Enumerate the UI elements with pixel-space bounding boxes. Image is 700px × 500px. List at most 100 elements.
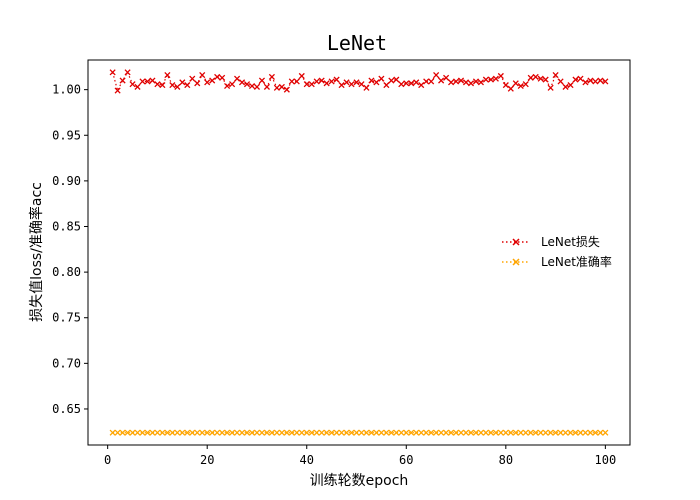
y-tick-label: 1.00 xyxy=(52,83,81,97)
data-point xyxy=(114,429,121,436)
data-point xyxy=(204,79,211,86)
data-point xyxy=(517,429,524,436)
data-point xyxy=(542,76,549,83)
data-point xyxy=(477,429,484,436)
data-point xyxy=(303,429,310,436)
data-point xyxy=(278,429,285,436)
y-tick-label: 0.95 xyxy=(52,128,81,142)
data-point xyxy=(423,78,430,85)
data-point xyxy=(343,429,350,436)
data-point xyxy=(174,429,181,436)
data-point xyxy=(318,429,325,436)
data-point xyxy=(219,429,226,436)
data-point xyxy=(363,429,370,436)
data-point xyxy=(472,78,480,85)
data-point xyxy=(443,429,450,436)
data-point xyxy=(263,83,270,90)
data-point xyxy=(413,79,420,86)
data-point xyxy=(278,83,285,90)
data-point xyxy=(179,429,186,436)
data-point xyxy=(229,429,236,436)
data-point xyxy=(522,81,529,88)
legend-label-acc: LeNet准确率 xyxy=(541,254,612,269)
data-point xyxy=(234,429,241,436)
data-point xyxy=(144,429,151,436)
data-point xyxy=(293,78,300,85)
data-point xyxy=(199,429,206,436)
x-axis: 0 20 40 60 80 100 xyxy=(104,445,616,467)
data-point xyxy=(268,429,275,436)
plot-area xyxy=(109,69,609,436)
data-point xyxy=(507,429,514,436)
data-point xyxy=(114,87,121,94)
data-point xyxy=(393,76,400,83)
data-point xyxy=(398,429,405,436)
data-point xyxy=(408,429,415,436)
data-point xyxy=(144,78,151,85)
data-point xyxy=(592,78,599,85)
y-tick-label: 0.90 xyxy=(52,174,81,188)
x-tick-label: 40 xyxy=(300,453,314,467)
data-point xyxy=(214,73,221,80)
y-tick-label: 0.65 xyxy=(52,402,81,416)
data-point xyxy=(129,81,136,88)
data-point xyxy=(139,78,146,85)
data-point xyxy=(348,81,355,88)
data-point xyxy=(587,77,594,84)
data-point xyxy=(243,429,251,436)
data-point xyxy=(582,429,589,436)
data-point xyxy=(452,429,460,436)
data-point xyxy=(283,429,290,436)
data-point xyxy=(572,76,579,83)
data-point xyxy=(348,429,355,436)
data-point xyxy=(562,83,569,90)
data-point xyxy=(452,78,460,85)
data-point xyxy=(343,79,350,86)
data-point xyxy=(592,429,599,436)
data-point xyxy=(169,429,176,436)
data-point xyxy=(109,429,116,436)
series-line xyxy=(112,71,606,93)
data-point xyxy=(502,82,509,89)
data-point xyxy=(433,429,440,436)
data-point xyxy=(487,76,494,83)
x-tick-label: 20 xyxy=(200,453,214,467)
data-point xyxy=(184,429,191,436)
data-point xyxy=(288,429,295,436)
x-tick-label: 0 xyxy=(104,453,111,467)
legend: LeNet损失 LeNet准确率 xyxy=(502,234,612,269)
data-point xyxy=(482,429,489,436)
data-point xyxy=(373,79,380,86)
data-point xyxy=(582,79,589,86)
data-point xyxy=(159,82,166,89)
series-acc xyxy=(109,429,609,436)
data-point xyxy=(418,429,425,436)
data-point xyxy=(229,81,236,88)
data-point xyxy=(467,80,475,87)
data-point xyxy=(572,429,579,436)
data-point xyxy=(497,72,504,80)
data-point xyxy=(383,429,390,436)
data-point xyxy=(428,78,435,85)
data-point xyxy=(184,82,191,89)
data-point xyxy=(457,429,465,436)
y-tick-label: 0.75 xyxy=(52,311,81,325)
data-point xyxy=(527,429,534,436)
data-point xyxy=(557,78,564,85)
x-tick-label: 100 xyxy=(595,453,617,467)
data-point xyxy=(258,77,266,84)
data-point xyxy=(378,429,385,436)
data-point xyxy=(547,429,554,436)
data-point xyxy=(333,429,340,436)
data-point xyxy=(139,429,146,436)
data-point xyxy=(338,429,345,436)
data-point xyxy=(234,75,241,82)
data-point xyxy=(209,429,216,436)
data-point xyxy=(413,429,420,436)
data-point xyxy=(477,79,484,86)
data-point xyxy=(323,80,330,87)
data-point xyxy=(353,79,360,86)
data-point xyxy=(472,429,480,436)
data-point xyxy=(567,429,574,436)
